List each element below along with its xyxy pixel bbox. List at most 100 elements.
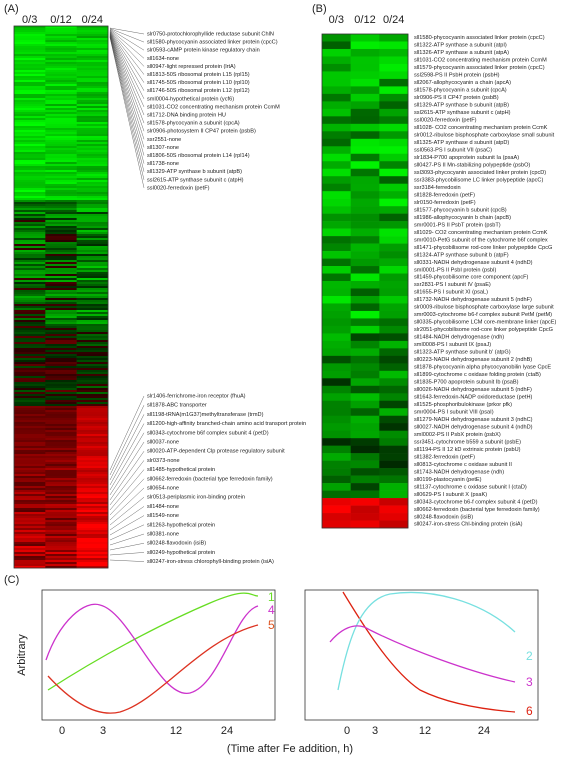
heatmap-cell [14, 416, 46, 419]
heatmap-cell [379, 93, 409, 102]
gene-label: sll1329-ATP synthase b subunit (atpB) [414, 103, 509, 109]
heatmap-cell [45, 38, 77, 41]
heatmap-cell [76, 176, 109, 179]
heatmap-cell [45, 150, 77, 153]
heatmap-cell [45, 272, 77, 275]
heatmap-cell [14, 324, 46, 327]
heatmap-cell [14, 520, 46, 523]
connector [109, 423, 145, 486]
heatmap-cell [350, 325, 380, 334]
heatmap-cell [14, 122, 46, 125]
heatmap-cell [379, 71, 409, 80]
heatmap-cell [14, 50, 46, 53]
heatmap-cell [45, 228, 77, 231]
heatmap-cell [14, 262, 46, 265]
heatmap-cell [14, 230, 46, 233]
heatmap-cell [14, 314, 46, 317]
heatmap-cell [45, 174, 77, 177]
heatmap-cell [76, 202, 109, 205]
heatmap-cell [322, 438, 351, 446]
gene-label: smr0004-PS I subunit VIII (psaI) [414, 409, 494, 415]
heatmap-cell [14, 426, 46, 429]
heatmap-cell [76, 278, 109, 281]
heatmap-cell [379, 348, 409, 357]
heatmap-cell [76, 64, 109, 67]
heatmap-cell [350, 101, 380, 110]
heatmap-cell [45, 394, 77, 397]
heatmap-cell [14, 312, 46, 315]
heatmap-cell [322, 258, 351, 267]
heatmap-cell [14, 532, 46, 535]
heatmap-cell [45, 502, 77, 505]
x-axis-label: (Time after Fe addition, h) [227, 743, 353, 755]
heatmap-cell [14, 174, 46, 177]
heatmap-cell [350, 116, 380, 125]
connector [109, 524, 145, 541]
heatmap-cell [14, 480, 46, 483]
heatmap-cell [76, 560, 109, 563]
heatmap-cell [14, 392, 46, 395]
gene-label: sll1028- CO2 concentrating mechanism pro… [414, 125, 548, 131]
heatmap-cell [14, 26, 46, 29]
heatmap-cell [350, 475, 380, 484]
heatmap-cell [14, 320, 46, 323]
heatmap-cell [14, 534, 46, 537]
heatmap-cell [76, 310, 109, 313]
heatmap-cell [76, 42, 109, 45]
heatmap-cell [76, 366, 109, 369]
heatmap-cell [14, 456, 46, 459]
heatmap-cell [45, 72, 77, 75]
x-tick-label: 3 [100, 725, 106, 737]
heatmap-cell [14, 206, 46, 209]
heatmap-cell [14, 258, 46, 261]
heatmap-cell [45, 476, 77, 479]
heatmap-cell [76, 68, 109, 71]
heatmap-cell [14, 488, 46, 491]
heatmap-cell [45, 410, 77, 413]
heatmap-cell [14, 58, 46, 61]
heatmap-cell [76, 462, 109, 465]
heatmap-cell [14, 62, 46, 65]
heatmap-cell [45, 234, 77, 237]
heatmap-cell [76, 528, 109, 531]
gene-label: ssl0020-ferredoxin (petF) [414, 118, 477, 124]
heatmap-cell [76, 216, 109, 219]
gene-label: sll1743-NADH dehydrogenase (ndh) [414, 469, 504, 475]
gene-label: slr0012-ribulose bisphosphate carboxylas… [414, 133, 555, 139]
heatmap-cell [14, 116, 46, 119]
heatmap-cell [76, 380, 109, 383]
heatmap-cell [14, 428, 46, 431]
gene-label: smr0001-PS II PsbT protein (psbT) [414, 222, 501, 228]
heatmap-cell [76, 530, 109, 533]
heatmap-cell [76, 352, 109, 355]
heatmap-cell [45, 42, 77, 45]
heatmap-cell [379, 460, 409, 469]
heatmap-cell [350, 281, 380, 289]
heatmap-cell [45, 168, 77, 171]
heatmap-cell [45, 552, 77, 555]
heatmap-cell [76, 318, 109, 321]
heatmap-cell [14, 560, 46, 563]
heatmap-cell [379, 243, 409, 252]
heatmap-cell [76, 312, 109, 315]
heatmap-cell [14, 398, 46, 401]
plot-frame [304, 589, 539, 721]
gene-label: sll1549-none [147, 513, 179, 519]
heatmap-cell [14, 514, 46, 517]
heatmap-cell [45, 206, 77, 209]
heatmap-cell [14, 316, 46, 319]
heatmap-cell [45, 540, 77, 543]
heatmap-cell [76, 356, 109, 359]
heatmap-cell [45, 110, 77, 113]
heatmap-cell [45, 492, 77, 495]
heatmap-cell [14, 72, 46, 75]
heatmap-cell [76, 150, 109, 153]
heatmap-cell [76, 88, 109, 91]
heatmap-cell [45, 260, 77, 263]
gene-label: slr0513-periplasmic iron-binding protein [147, 495, 245, 501]
heatmap-cell [350, 183, 380, 192]
heatmap-cell [76, 298, 109, 301]
heatmap-cell [14, 454, 46, 457]
heatmap-cell [76, 448, 109, 451]
heatmap-cell [76, 368, 109, 371]
